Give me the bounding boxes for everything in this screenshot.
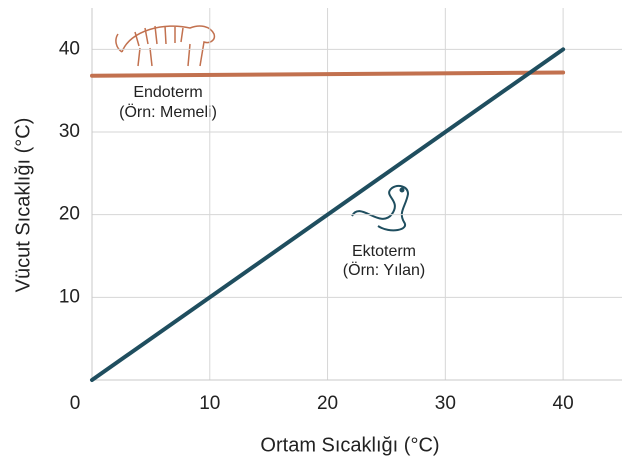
series-line bbox=[92, 72, 563, 75]
y-tick-label: 30 bbox=[59, 121, 80, 142]
y-tick-label: 10 bbox=[59, 286, 80, 307]
x-axis-title: Ortam Sıcaklığı (°C) bbox=[260, 434, 439, 456]
page: {"chart_data": {"type": "line", "x_label… bbox=[0, 0, 632, 461]
x-tick-label: 30 bbox=[435, 393, 456, 414]
x-tick-label: 20 bbox=[317, 393, 338, 414]
annotation-note: (Örn: Yılan) bbox=[343, 261, 425, 279]
y-axis-title: Vücut Sıcaklığı (°C) bbox=[12, 118, 34, 293]
annotation-note: (Örn: Memeli) bbox=[119, 103, 217, 121]
annotation-label: Ektoterm bbox=[352, 243, 416, 260]
annotation-label: Endoterm bbox=[133, 84, 202, 101]
x-tick-label: 10 bbox=[199, 393, 220, 414]
x-tick-label: 40 bbox=[553, 393, 574, 414]
x-tick-label: 0 bbox=[70, 393, 81, 414]
tiger-icon bbox=[116, 26, 214, 66]
chart: Endoterm (Örn: Memeli) Ektoterm (Örn: Yı… bbox=[0, 0, 632, 461]
y-tick-label: 40 bbox=[59, 38, 80, 59]
y-tick-label: 20 bbox=[59, 204, 80, 225]
